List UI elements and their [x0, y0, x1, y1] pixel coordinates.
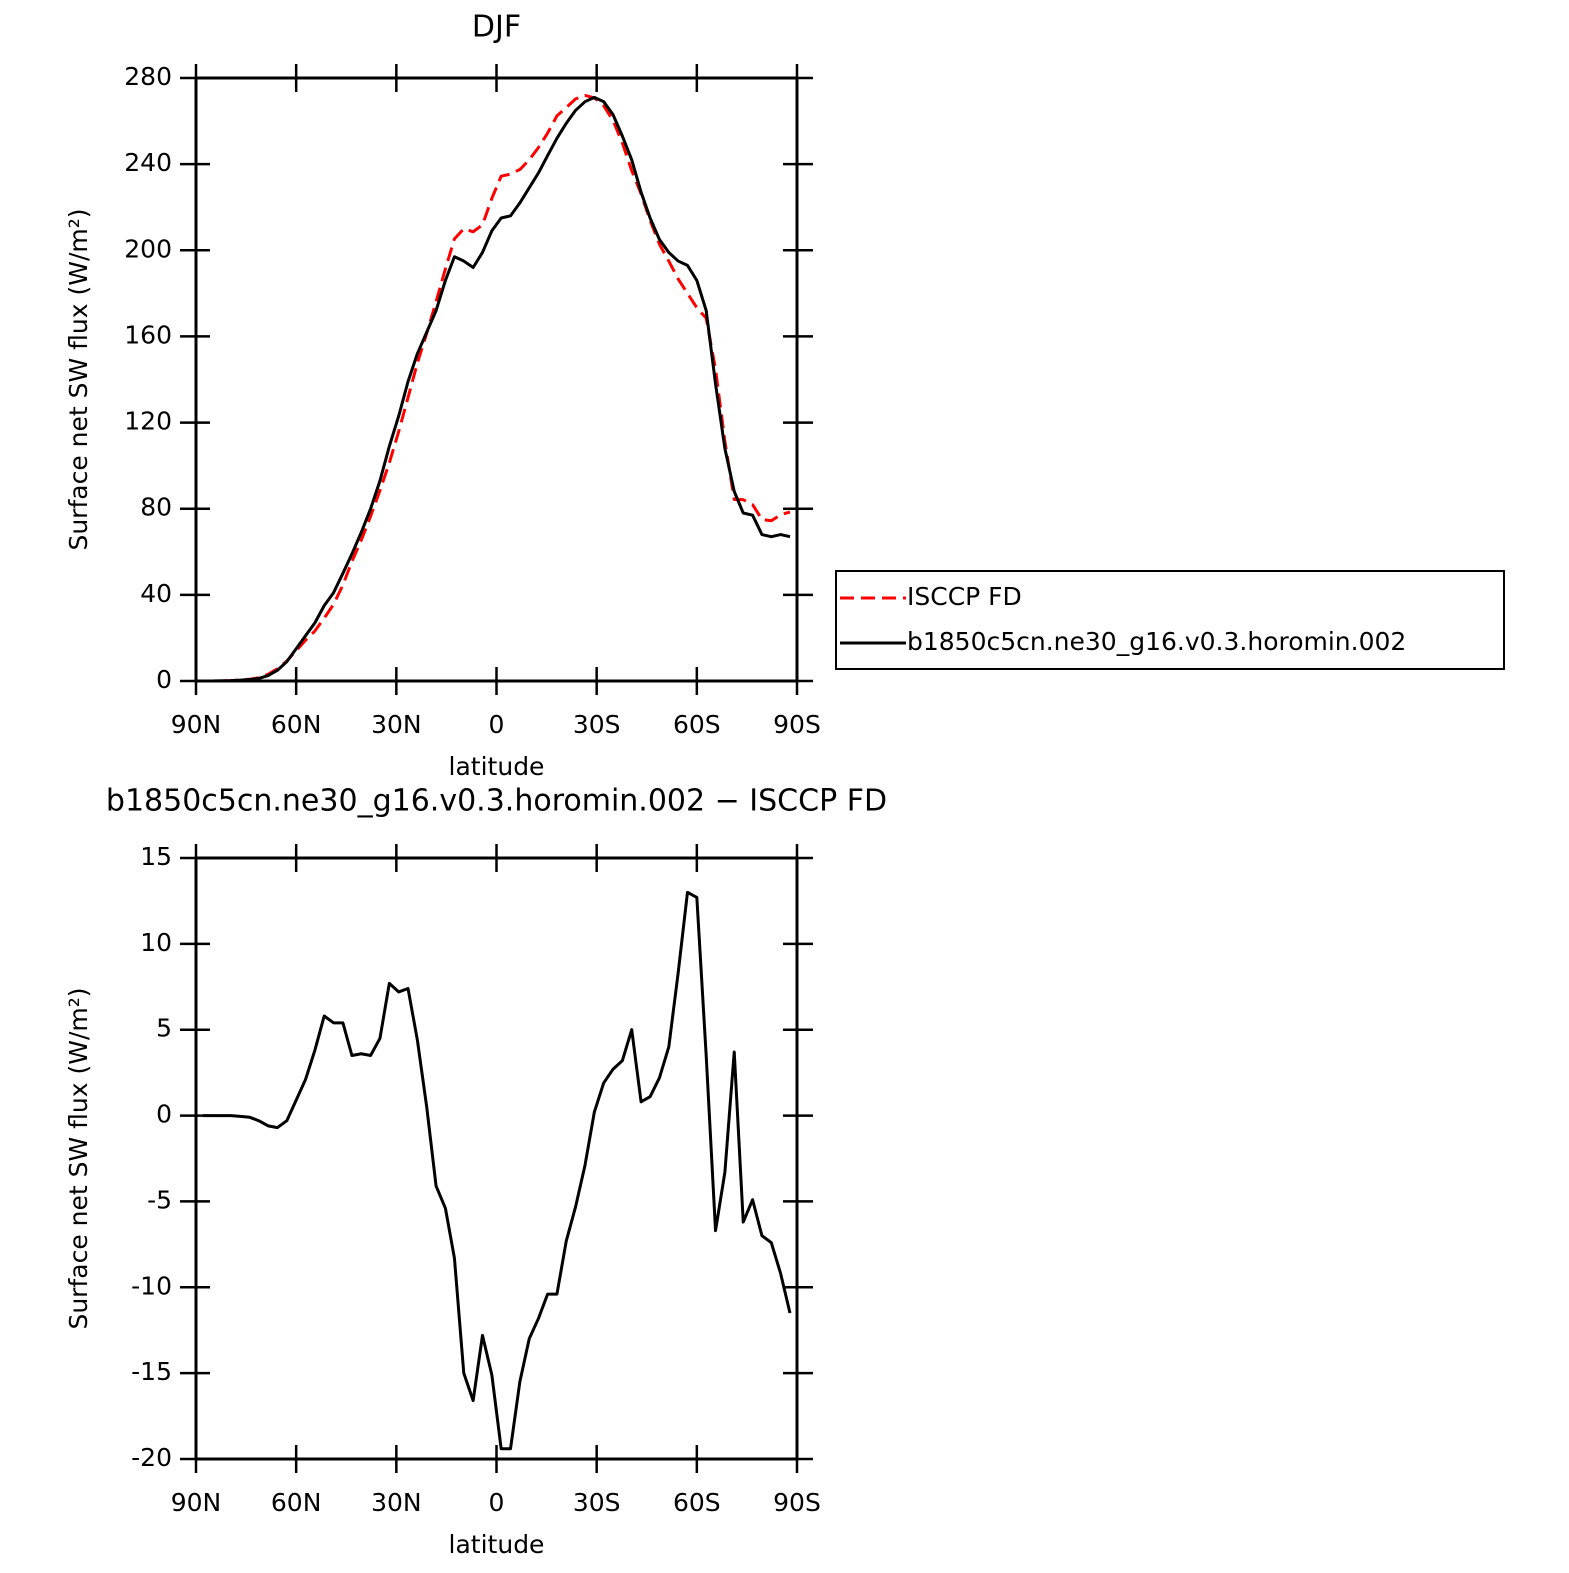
x-tick-label: 60N: [271, 1488, 322, 1517]
y-tick-label: 280: [124, 62, 172, 91]
x-tick-label: 60N: [271, 710, 322, 739]
x-tick-label: 90S: [773, 1488, 821, 1517]
y-tick-label: -20: [131, 1443, 172, 1472]
y-tick-label: 240: [124, 148, 172, 177]
x-tick-label: 30S: [573, 710, 621, 739]
chart-title: b1850c5cn.ne30_g16.v0.3.horomin.002 − IS…: [106, 784, 887, 819]
y-tick-label: 80: [140, 493, 172, 522]
x-tick-label: 90N: [171, 1488, 222, 1517]
x-axis-label: latitude: [449, 752, 545, 781]
y-tick-label: 10: [140, 928, 172, 957]
x-tick-label: 0: [489, 710, 505, 739]
plot-frame: [194, 76, 799, 683]
y-axis-label: Surface net SW flux (W/m²): [64, 987, 93, 1329]
y-tick-label: 40: [140, 579, 172, 608]
y-axis-label: Surface net SW flux (W/m²): [64, 208, 93, 550]
chart-title: DJF: [472, 10, 521, 45]
data-line: [203, 93, 791, 683]
x-tick-label: 30N: [371, 1488, 422, 1517]
x-tick-label: 0: [489, 1488, 505, 1517]
y-tick-label: 120: [124, 407, 172, 436]
y-tick-label: 15: [140, 842, 172, 871]
x-tick-label: 30N: [371, 710, 422, 739]
legend-label: b1850c5cn.ne30_g16.v0.3.horomin.002: [907, 627, 1406, 656]
legend-box: [835, 570, 1505, 670]
data-line: [203, 95, 791, 683]
legend-label: ISCCP FD: [907, 582, 1022, 611]
y-tick-label: 200: [124, 234, 172, 263]
y-tick-label: 5: [156, 1014, 172, 1043]
x-tick-label: 90N: [171, 710, 222, 739]
y-tick-label: -5: [147, 1185, 172, 1214]
x-tick-label: 60S: [673, 710, 721, 739]
y-tick-label: 0: [156, 1100, 172, 1129]
x-tick-label: 60S: [673, 1488, 721, 1517]
x-tick-label: 30S: [573, 1488, 621, 1517]
x-axis-label: latitude: [449, 1530, 545, 1559]
data-line: [203, 890, 792, 1451]
x-tick-label: 90S: [773, 710, 821, 739]
y-tick-label: 160: [124, 320, 172, 349]
plot-frame: [194, 856, 799, 1461]
y-tick-label: -10: [131, 1271, 172, 1300]
y-tick-label: -15: [131, 1357, 172, 1386]
y-tick-label: 0: [156, 665, 172, 694]
